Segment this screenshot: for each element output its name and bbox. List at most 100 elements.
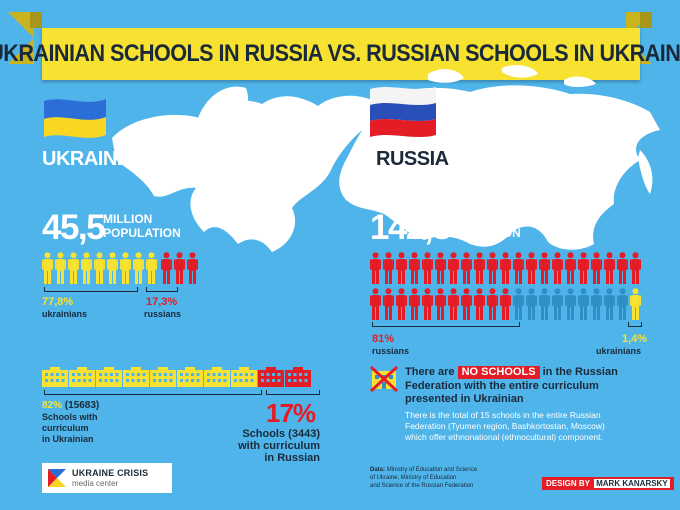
school-icon-ukrainian xyxy=(42,367,68,387)
person-icon-other xyxy=(539,288,550,320)
person-icon-russian xyxy=(539,252,550,284)
person-icon-russian xyxy=(396,252,407,284)
russia-population-value: 142,8 xyxy=(370,208,452,247)
design-credit-name: MARK KANARSKY xyxy=(594,479,670,488)
person-icon-russian xyxy=(474,288,485,320)
no-schools-detail1: There is the total of 15 schools in the … xyxy=(405,410,601,420)
person-icon-russian xyxy=(435,252,446,284)
ukraine-ukrainians-label: ukrainians xyxy=(42,309,88,319)
schools-ukrainian-brace xyxy=(44,390,262,395)
ukraine-russians-pct: 17,3% xyxy=(146,296,178,308)
ukraine-population-label: POPULATION xyxy=(103,226,181,240)
school-icon-ukrainian xyxy=(123,367,149,387)
no-schools-badge: NO SCHOOLS xyxy=(457,366,540,379)
person-icon-russian xyxy=(617,252,628,284)
school-icon-ukrainian xyxy=(231,367,257,387)
person-icon-russian xyxy=(409,288,420,320)
person-icon-other xyxy=(565,288,576,320)
ukraine-population-value: 45,5 xyxy=(42,208,106,247)
person-icon-russian xyxy=(174,252,185,284)
source-line2: of Ukraine, Ministry of Education xyxy=(370,475,457,481)
schools-russian-pct: 17% xyxy=(266,398,316,428)
map-arctic-islands-1 xyxy=(428,69,464,83)
person-icon-russian xyxy=(500,252,511,284)
person-icon-russian xyxy=(513,252,524,284)
person-icon-other xyxy=(552,288,563,320)
person-icon-russian xyxy=(422,252,433,284)
school-icon-ukrainian xyxy=(177,367,203,387)
person-icon-russian xyxy=(448,288,459,320)
map-arctic-islands-2 xyxy=(502,65,538,78)
ukraine-population-unit: MILLION xyxy=(103,212,153,226)
no-schools-line3: presented in Ukrainian xyxy=(405,393,524,405)
person-icon-other xyxy=(604,288,615,320)
title-banner: UKRAINIAN SCHOOLS IN RUSSIA VS. RUSSIAN … xyxy=(0,28,680,80)
crossed-school-icon xyxy=(370,366,398,392)
no-schools-suffix: in the Russian xyxy=(542,366,618,378)
school-icon-ukrainian xyxy=(96,367,122,387)
person-icon-russian xyxy=(630,252,641,284)
person-icon-russian xyxy=(383,252,394,284)
schools-ukrainian-line3: in Ukrainian xyxy=(42,434,94,444)
person-icon-ukrainian xyxy=(55,252,66,284)
russia-ukrainians-brace xyxy=(628,322,642,327)
person-icon-ukrainian xyxy=(42,252,53,284)
logo-line1: UKRAINE CRISIS xyxy=(72,468,149,478)
ribbon-fold-left xyxy=(30,12,42,28)
ukraine-ukrainians-pct: 77,8% xyxy=(42,296,74,308)
ukraine-crisis-logo: UKRAINE CRISIS media center xyxy=(42,463,172,493)
ukraine-russians-brace xyxy=(146,287,178,292)
person-icon-other xyxy=(578,288,589,320)
map-europe xyxy=(112,95,380,252)
person-icon-russian xyxy=(448,252,459,284)
source-line1: Data: Ministry of Education and Science xyxy=(370,466,477,474)
person-icon-ukrainian xyxy=(630,288,641,320)
person-icon-russian xyxy=(409,252,420,284)
no-schools-detail3: which offer ethnonational (ethnocultural… xyxy=(405,432,603,442)
schools-ukrainian-count: (15683) xyxy=(64,400,100,411)
person-icon-ukrainian xyxy=(81,252,92,284)
russia-russians-brace xyxy=(372,322,520,327)
schools-ukrainian-stat: 82% (15683) xyxy=(42,400,99,411)
schools-russian-line2: with curriculum xyxy=(238,440,320,452)
person-icon-russian xyxy=(487,252,498,284)
schools-ukrainian-pct: 82% xyxy=(42,400,63,411)
person-icon-russian xyxy=(422,288,433,320)
person-icon-ukrainian xyxy=(107,252,118,284)
ukraine-russians-label: russians xyxy=(144,309,182,319)
school-icon-ukrainian xyxy=(204,367,230,387)
russia-country-label: RUSSIA xyxy=(376,148,449,170)
russia-icon-row xyxy=(370,288,650,320)
school-icon-ukrainian xyxy=(150,367,176,387)
schools-ukrainian-line2: curriculum xyxy=(42,423,89,433)
person-icon-russian xyxy=(383,288,394,320)
person-icon-russian xyxy=(435,288,446,320)
russia-icon-row xyxy=(370,252,650,284)
person-icon-russian xyxy=(487,288,498,320)
no-schools-detail2: Federation (Tyumen region, Bashkortostan… xyxy=(405,421,605,431)
russia-population-label: POPULATION xyxy=(443,226,521,240)
schools-icons xyxy=(42,367,312,387)
person-icon-russian xyxy=(187,252,198,284)
person-icon-russian xyxy=(461,252,472,284)
design-credit: DESIGN BY MARK KANARSKY xyxy=(542,477,674,490)
ukraine-ukrainians-brace xyxy=(44,287,138,292)
person-icon-russian xyxy=(461,288,472,320)
person-icon-russian xyxy=(565,252,576,284)
person-icon-other xyxy=(591,288,602,320)
person-icon-ukrainian xyxy=(68,252,79,284)
russia-ukrainians-pct: 1,4% xyxy=(622,333,648,345)
person-icon-other xyxy=(617,288,628,320)
person-icon-russian xyxy=(396,288,407,320)
schools-russian-line3: in Russian xyxy=(264,452,320,464)
person-icon-ukrainian xyxy=(133,252,144,284)
source-label: Data: xyxy=(370,467,386,473)
person-icon-russian xyxy=(161,252,172,284)
person-icon-russian xyxy=(591,252,602,284)
school-icon-russian xyxy=(258,367,284,387)
person-icon-russian xyxy=(370,252,381,284)
person-icon-ukrainian xyxy=(146,252,157,284)
russia-population-icons xyxy=(370,252,650,322)
ukraine-flag-icon xyxy=(44,99,106,138)
person-icon-russian xyxy=(526,252,537,284)
